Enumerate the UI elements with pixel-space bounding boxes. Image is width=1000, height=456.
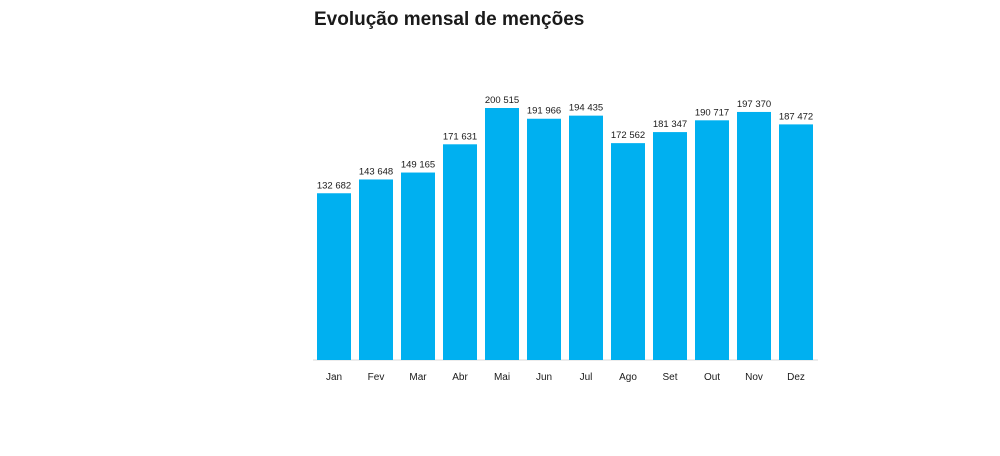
bar-set bbox=[653, 132, 687, 360]
bar-abr bbox=[443, 144, 477, 360]
x-tick-label-mai: Mai bbox=[494, 372, 510, 383]
data-label-jan: 132 682 bbox=[317, 180, 351, 191]
bar-mai bbox=[485, 108, 519, 360]
x-tick-label-nov: Nov bbox=[745, 372, 763, 383]
data-label-abr: 171 631 bbox=[443, 131, 477, 142]
bar-out bbox=[695, 120, 729, 360]
data-label-out: 190 717 bbox=[695, 107, 729, 118]
data-label-set: 181 347 bbox=[653, 119, 687, 130]
data-label-nov: 197 370 bbox=[737, 99, 771, 110]
x-tick-label-fev: Fev bbox=[368, 372, 385, 383]
chart-title: Evolução mensal de menções bbox=[314, 9, 585, 30]
bar-jan bbox=[317, 193, 351, 360]
x-tick-label-jun: Jun bbox=[536, 372, 552, 383]
x-tick-label-mar: Mar bbox=[409, 372, 427, 383]
bar-nov bbox=[737, 111, 771, 361]
bars-group bbox=[317, 108, 813, 361]
bar-jul bbox=[569, 115, 603, 361]
x-tick-label-jan: Jan bbox=[326, 372, 342, 383]
data-label-fev: 143 648 bbox=[359, 166, 393, 177]
x-tick-label-ago: Ago bbox=[619, 372, 637, 383]
bar-ago bbox=[611, 143, 645, 360]
x-tick-label-abr: Abr bbox=[452, 372, 468, 383]
data-label-jul: 194 435 bbox=[569, 103, 603, 114]
bar-mar bbox=[401, 172, 435, 360]
bar-jun bbox=[527, 118, 561, 360]
data-label-jun: 191 966 bbox=[527, 106, 561, 117]
data-label-mai: 200 515 bbox=[485, 95, 519, 106]
data-label-dez: 187 472 bbox=[779, 111, 813, 122]
x-tick-label-dez: Dez bbox=[787, 372, 805, 383]
data-label-mar: 149 165 bbox=[401, 160, 435, 171]
x-tick-label-out: Out bbox=[704, 372, 720, 383]
data-label-ago: 172 562 bbox=[611, 130, 645, 141]
data-labels-group: 132 682 143 648 149 165 171 631 200 515 191 9… bbox=[317, 95, 813, 191]
x-tick-labels-group: Jan Fev Mar Abr Mai Jun Jul Ago Set Out Nov Dez bbox=[326, 372, 805, 383]
x-tick-label-set: Set bbox=[662, 372, 677, 383]
x-tick-label-jul: Jul bbox=[580, 372, 593, 383]
bar-dez bbox=[779, 124, 813, 360]
bar-fev bbox=[359, 179, 393, 360]
